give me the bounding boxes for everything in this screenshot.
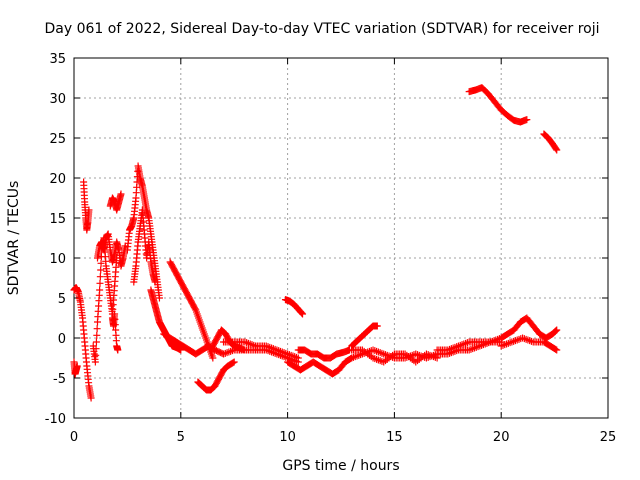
data-segment bbox=[348, 346, 441, 366]
data-segment bbox=[166, 258, 217, 362]
data-point bbox=[73, 362, 81, 370]
data-point bbox=[151, 278, 159, 286]
data-point bbox=[93, 325, 101, 333]
data-point bbox=[552, 327, 560, 335]
data-segment bbox=[348, 322, 381, 350]
data-segment bbox=[108, 310, 122, 354]
data-point bbox=[553, 146, 561, 154]
y-tick-label: 10 bbox=[49, 252, 66, 267]
data-point bbox=[92, 345, 100, 353]
data-point bbox=[97, 266, 105, 274]
data-segment bbox=[281, 296, 307, 318]
y-tick-label: 5 bbox=[58, 292, 66, 307]
x-tick-label: 5 bbox=[177, 430, 185, 445]
x-tick-label: 15 bbox=[386, 430, 403, 445]
data-point bbox=[552, 145, 560, 153]
data-point bbox=[96, 273, 104, 281]
data-point bbox=[93, 331, 101, 339]
y-tick-label: 0 bbox=[58, 332, 66, 347]
y-axis-label: SDTVAR / TECUs bbox=[6, 181, 22, 296]
data-point bbox=[297, 308, 305, 316]
data-point bbox=[85, 206, 93, 214]
x-axis-label: GPS time / hours bbox=[282, 458, 399, 474]
data-point bbox=[87, 394, 95, 402]
data-point bbox=[209, 354, 217, 362]
data-point bbox=[92, 338, 100, 346]
data-point bbox=[91, 358, 99, 366]
data-point bbox=[117, 190, 125, 198]
y-tick-label: 15 bbox=[49, 212, 66, 227]
data-points bbox=[70, 84, 561, 402]
data-segment bbox=[70, 358, 81, 378]
data-segment bbox=[433, 338, 505, 358]
data-point bbox=[97, 259, 105, 267]
data-segment bbox=[497, 334, 561, 354]
chart-title: Day 061 of 2022, Sidereal Day-to-day VTE… bbox=[44, 21, 599, 37]
data-segment bbox=[465, 84, 531, 126]
y-tick-label: -5 bbox=[53, 372, 66, 387]
y-tick-label: 35 bbox=[49, 52, 66, 67]
data-segment bbox=[294, 346, 354, 362]
data-segment bbox=[160, 330, 228, 358]
data-point bbox=[373, 322, 381, 330]
data-point bbox=[96, 286, 104, 294]
y-axis-ticks: -10 -5 0 5 10 15 20 25 30 35 bbox=[45, 52, 608, 427]
data-point bbox=[552, 345, 560, 353]
data-point bbox=[551, 327, 559, 335]
data-point bbox=[294, 358, 302, 366]
x-tick-label: 0 bbox=[70, 430, 78, 445]
data-point bbox=[191, 305, 199, 313]
data-point bbox=[96, 279, 104, 287]
data-point bbox=[553, 346, 561, 354]
data-segment bbox=[70, 284, 95, 402]
data-point bbox=[553, 326, 561, 334]
data-point bbox=[155, 294, 163, 302]
y-tick-label: 30 bbox=[49, 92, 66, 107]
x-axis-ticks: 0 5 10 15 20 25 bbox=[70, 58, 616, 445]
data-segment bbox=[93, 230, 129, 270]
data-segment bbox=[194, 358, 238, 394]
data-segment bbox=[130, 206, 159, 286]
data-point bbox=[114, 346, 122, 354]
data-segment bbox=[123, 162, 163, 302]
data-segment bbox=[106, 190, 125, 214]
plot-frame bbox=[73, 57, 609, 419]
data-segment bbox=[497, 314, 561, 342]
data-segment bbox=[284, 354, 356, 378]
data-point bbox=[299, 310, 307, 318]
data-segment bbox=[80, 178, 93, 234]
data-point bbox=[298, 309, 306, 317]
data-segment bbox=[220, 346, 302, 366]
data-point bbox=[523, 116, 531, 124]
x-tick-label: 20 bbox=[493, 430, 510, 445]
y-tick-label: -10 bbox=[45, 412, 66, 427]
data-segment bbox=[540, 130, 561, 154]
x-tick-label: 10 bbox=[279, 430, 296, 445]
data-point bbox=[230, 358, 238, 366]
data-point bbox=[92, 351, 100, 359]
y-tick-label: 20 bbox=[49, 172, 66, 187]
x-tick-label: 25 bbox=[600, 430, 617, 445]
data-point bbox=[229, 359, 237, 367]
y-tick-label: 25 bbox=[49, 132, 66, 147]
